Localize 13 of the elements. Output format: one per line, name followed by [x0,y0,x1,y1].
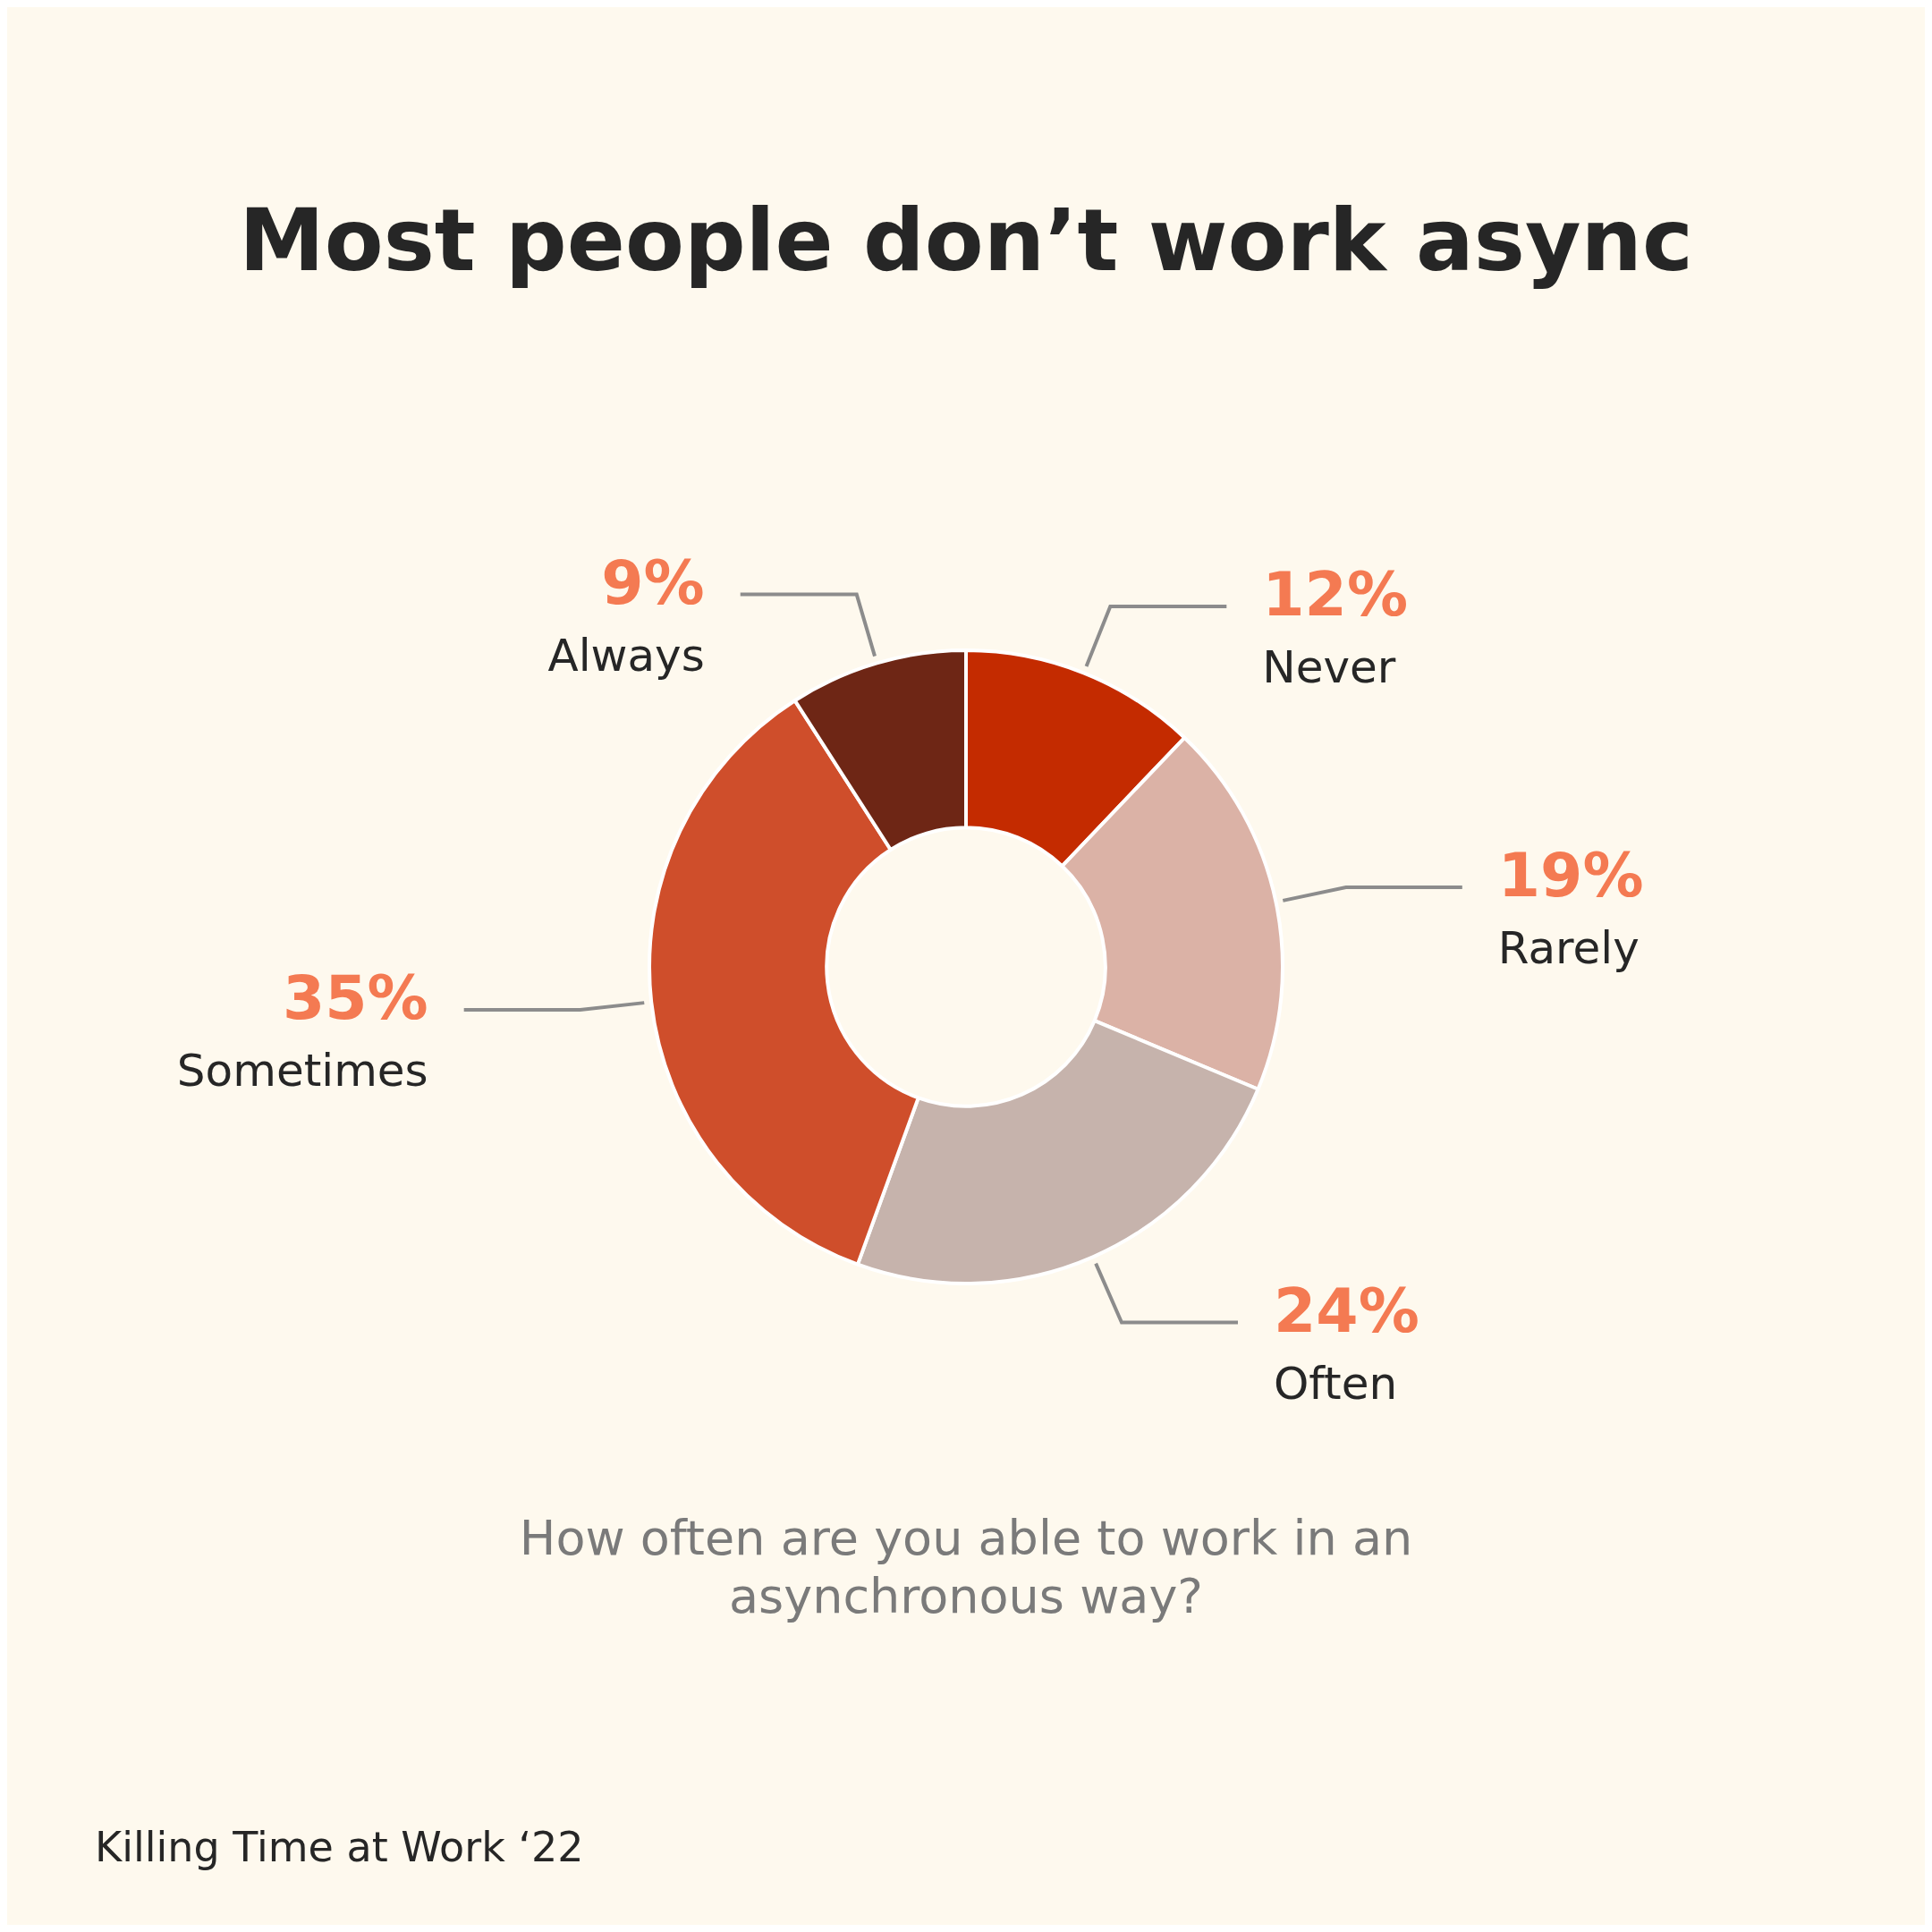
slice-label: Often [1274,1357,1398,1410]
chart-title: Most people don’t work async [238,191,1694,291]
slice-label: Rarely [1497,922,1640,975]
data-label: 19% [1497,840,1644,911]
slice-label: Never [1262,641,1396,694]
data-label: 35% [282,962,428,1034]
slice-label: Sometimes [176,1045,428,1097]
text: How often are you able to work in an asynchronous way? [518,1510,1414,1626]
text: Killing Time at Work ‘22 [95,1823,584,1871]
data-label: 12% [1262,559,1409,631]
data-label: 9% [601,547,705,618]
data-label: 24% [1274,1275,1419,1346]
slice-label: Always [547,629,705,682]
